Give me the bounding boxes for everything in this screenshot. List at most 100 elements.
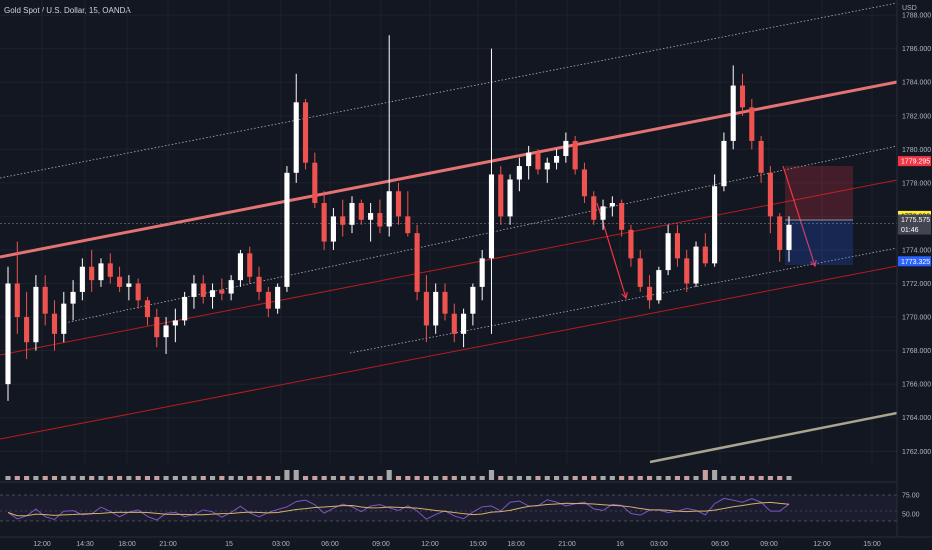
- candle-body: [488, 174, 495, 259]
- price-tick-label: 1764.000: [902, 415, 931, 422]
- candle-body: [516, 166, 522, 180]
- candle: [209, 283, 216, 309]
- arrow-down-2: [782, 165, 817, 268]
- candle: [479, 249, 485, 301]
- volume-bar: [200, 476, 206, 480]
- time-tick-label: 12:00: [421, 541, 439, 548]
- candle: [135, 278, 141, 309]
- candle: [247, 246, 253, 284]
- candle: [684, 249, 690, 292]
- candle-body: [200, 283, 206, 297]
- candles: [5, 35, 792, 401]
- candle: [182, 291, 188, 326]
- candle: [24, 291, 30, 359]
- volume-bar: [433, 476, 439, 480]
- dotted-channel-line-mid: [64, 145, 898, 324]
- volume-bar: [395, 476, 402, 480]
- volume-bar: [405, 476, 411, 480]
- candle-body: [581, 169, 588, 197]
- volume-bar: [572, 476, 578, 480]
- candle-body: [312, 162, 318, 203]
- time-tick-label: 12:00: [813, 541, 831, 548]
- candle-body: [665, 233, 671, 271]
- price-tick-label: 1768.000: [902, 348, 931, 355]
- take-profit-zone: [785, 220, 853, 265]
- time-tick-label: 21:00: [159, 541, 177, 548]
- volume-bar: [330, 476, 336, 480]
- candle: [702, 233, 708, 267]
- candle-body: [256, 276, 262, 292]
- price-tag-text: 1779.295: [901, 159, 930, 166]
- volume-bar: [702, 470, 708, 480]
- candle: [767, 166, 773, 234]
- candle-body: [182, 296, 188, 321]
- candle: [656, 266, 662, 304]
- candle: [358, 199, 364, 225]
- volume-bar: [340, 476, 346, 480]
- price-tag-text: 1775.575: [901, 217, 930, 224]
- time-tick-label: 06:00: [711, 541, 729, 548]
- volume-bar: [163, 476, 169, 480]
- volume-bar: [126, 476, 132, 480]
- volume-bar: [442, 476, 448, 480]
- candle-body: [730, 85, 736, 141]
- candle-body: [767, 172, 773, 217]
- volume-bar: [628, 476, 634, 480]
- volume-bar: [507, 476, 513, 480]
- candle-body: [712, 186, 718, 264]
- time-tick-label: 21:00: [558, 541, 576, 548]
- rsi-ma-line: [7, 501, 790, 517]
- candle: [107, 253, 113, 284]
- candle-body: [591, 196, 597, 220]
- candle-body: [674, 233, 680, 259]
- candle: [674, 224, 680, 267]
- candle-body: [461, 313, 467, 334]
- volume-bar: [228, 476, 234, 480]
- candle: [414, 224, 420, 301]
- volume-bar: [79, 476, 85, 480]
- price-tag: 1773.325: [898, 256, 931, 267]
- volume-bar: [674, 476, 680, 480]
- volume-bar: [377, 476, 383, 480]
- volume-bar: [256, 476, 262, 480]
- candle-body: [749, 107, 755, 141]
- long-trend-line: [649, 411, 898, 464]
- volume-bar: [684, 476, 690, 480]
- volume-bar: [563, 476, 569, 480]
- candle: [405, 191, 411, 237]
- candle-body: [554, 156, 560, 163]
- candle-body: [758, 140, 764, 173]
- arrow-shaft: [782, 165, 816, 267]
- volume-bar: [154, 476, 160, 480]
- candle-body: [507, 179, 513, 217]
- candle: [628, 224, 634, 267]
- volume-bar: [461, 476, 467, 480]
- volume-bar: [117, 476, 123, 480]
- volume-bar: [516, 476, 522, 480]
- volume-bar: [600, 476, 606, 480]
- volume-bar: [107, 476, 113, 480]
- volume-bar: [33, 476, 39, 480]
- candle: [265, 286, 271, 318]
- candle: [200, 275, 206, 304]
- volume-bar: [544, 476, 550, 480]
- volume-bar: [414, 476, 420, 480]
- time-tick-label: 09:00: [372, 541, 390, 548]
- candle-body: [739, 85, 746, 108]
- candle-body: [163, 325, 169, 338]
- candle: [646, 275, 653, 309]
- candle: [70, 280, 76, 321]
- time-tick-label: 06:00: [321, 541, 339, 548]
- candle: [591, 191, 597, 225]
- volume-bar: [293, 470, 299, 480]
- candle: [572, 135, 578, 175]
- volume-bars: [5, 470, 792, 480]
- candle: [42, 275, 48, 326]
- time-tick-label: 16: [616, 541, 624, 548]
- candle-body: [405, 216, 411, 234]
- volume-bar: [98, 476, 104, 480]
- candle-body: [126, 283, 132, 287]
- volume-bar: [14, 476, 20, 480]
- volume-bar: [712, 470, 718, 480]
